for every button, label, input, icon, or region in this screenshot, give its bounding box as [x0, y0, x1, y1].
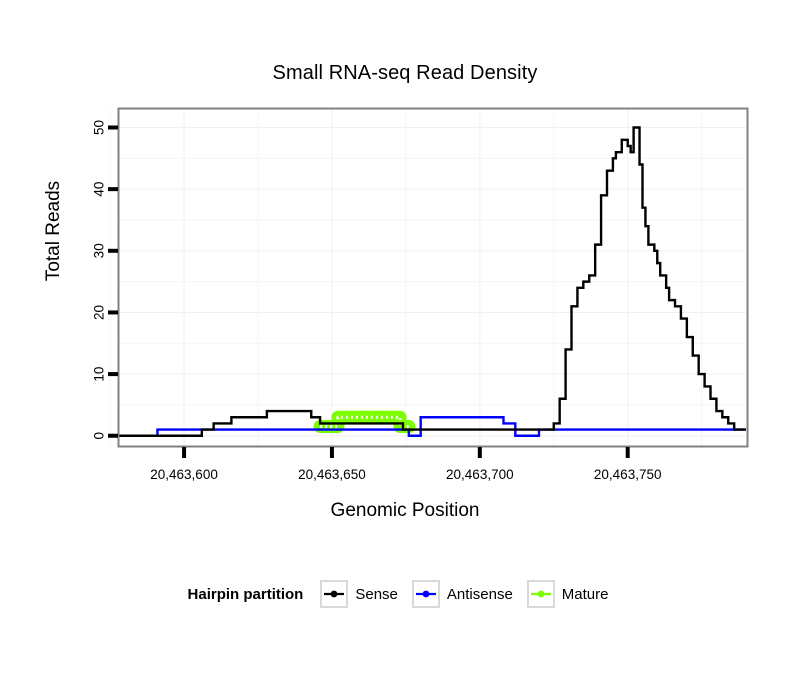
- y-tick-label: 20: [92, 305, 107, 320]
- legend-label-sense: Sense: [355, 585, 398, 603]
- legend: Hairpin partition Sense Antisense: [0, 580, 810, 608]
- y-tick-label: 50: [92, 120, 107, 135]
- data-series-group: [119, 126, 746, 437]
- series-line-sense: [119, 126, 746, 437]
- series-line-mature: [313, 410, 416, 433]
- x-tick-label: 20,463,600: [150, 467, 218, 482]
- grid-major: [119, 109, 746, 445]
- y-tick-label: 10: [92, 367, 107, 382]
- axis-ticks: [108, 125, 630, 458]
- legend-label-mature: Mature: [561, 585, 609, 603]
- chart-title: Small RNA-seq Read Density: [272, 62, 538, 84]
- panel-background: [119, 109, 746, 445]
- legend-entry-mature[interactable]: Mature: [526, 580, 609, 608]
- legend-entry-antisense[interactable]: Antisense: [411, 580, 513, 608]
- legend-key-mature-icon: [526, 580, 555, 608]
- y-tick-label: 0: [92, 432, 107, 440]
- x-axis-title: Genomic Position: [330, 500, 480, 521]
- series-line-antisense: [119, 416, 746, 437]
- legend-entry-sense[interactable]: Sense: [320, 580, 398, 608]
- legend-label-antisense: Antisense: [446, 585, 513, 603]
- legend-key-sense-icon: [320, 580, 349, 608]
- y-tick-label: 30: [92, 243, 107, 258]
- legend-title: Hairpin partition: [187, 585, 304, 603]
- y-tick-label: 40: [92, 182, 107, 197]
- x-tick-label: 20,463,750: [594, 467, 662, 482]
- panel-border: [117, 107, 749, 448]
- legend-key-antisense-icon: [411, 580, 440, 608]
- x-tick-label: 20,463,650: [298, 467, 366, 482]
- grid-minor: [109, 109, 746, 445]
- axis-tick-labels: 0 10 20 30 40 50 20,463,600 20,463,650 20,463,70…: [92, 120, 662, 482]
- x-tick-label: 20,463,700: [446, 467, 514, 482]
